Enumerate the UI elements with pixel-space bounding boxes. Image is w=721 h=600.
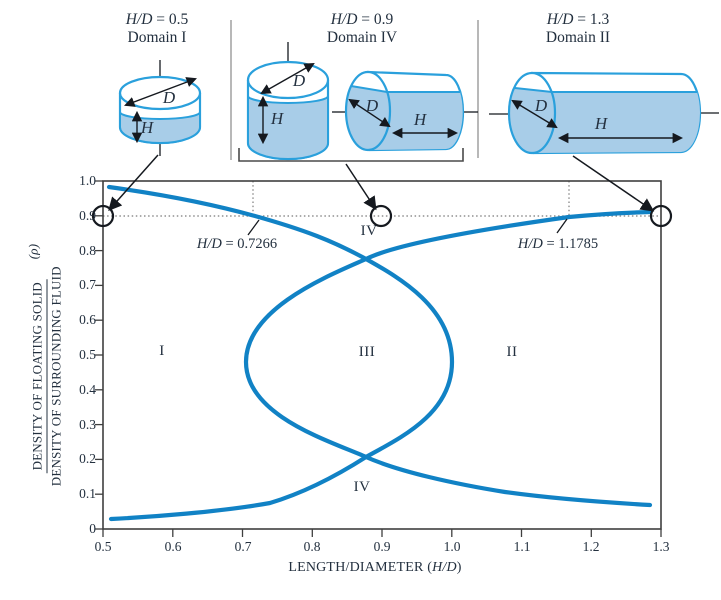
height-label: H	[413, 110, 427, 129]
annotation-var: H/D	[517, 236, 543, 252]
stability-curve-2	[243, 209, 653, 508]
x-tick-label: 0.7	[234, 539, 252, 554]
y-tick-label: 0.6	[79, 312, 96, 327]
y-axis-ticks	[95, 180, 103, 530]
region-label-IV-top: IV	[360, 223, 378, 239]
y-axis-numerator: DENSITY OF FLOATING SOLID	[29, 279, 48, 474]
panel-header-domain-2: H/D = 1.3 Domain II	[498, 11, 658, 46]
diameter-label: D	[292, 71, 306, 90]
marker-circle-hd09	[369, 204, 393, 228]
y-tick-label: 0.5	[79, 347, 96, 362]
y-tick-label: 0.8	[79, 243, 96, 258]
panel-header-domain-1: H/D = 0.5 Domain I	[77, 11, 237, 46]
domain-label: Domain I	[127, 28, 187, 46]
height-label: H	[270, 109, 284, 128]
x-axis-title: LENGTH/DIAMETER (H/D)	[245, 560, 505, 576]
annotation-value: = 0.7266	[225, 236, 278, 252]
region-label-I: I	[159, 343, 165, 359]
region-label-II: II	[506, 344, 518, 360]
y-tick-label: 0	[89, 521, 96, 536]
pointer-arrow-right	[572, 155, 655, 212]
y-axis-title: DENSITY OF FLOATING SOLID DENSITY OF SUR…	[26, 244, 65, 487]
pointer-arrow-left	[108, 154, 159, 212]
diameter-arrow	[260, 62, 315, 95]
x-tick-label: 0.9	[373, 539, 391, 554]
cylinder-horizontal-long	[489, 71, 719, 155]
region-label-III: III	[358, 344, 376, 360]
hd-ratio-var: H/D	[546, 11, 574, 28]
annotation-hd-0.7266: H/D = 0.7266	[177, 236, 297, 253]
x-tick-label: 1.1	[513, 539, 531, 554]
stability-curve-1	[106, 184, 455, 522]
y-tick-label: 0.7	[79, 277, 96, 292]
x-tick-label: 0.5	[94, 539, 112, 554]
rho-symbol: (ρ)	[25, 243, 41, 260]
diameter-arrow	[124, 77, 197, 107]
x-axis-title-var: H/D	[432, 560, 457, 575]
cylinder-horizontal-short	[332, 70, 478, 152]
marker-circle-hd05	[91, 204, 115, 228]
y-tick-label: 0.3	[79, 417, 96, 432]
diameter-label: D	[534, 96, 548, 115]
x-axis-title-text: LENGTH/DIAMETER (	[288, 560, 433, 575]
diameter-arrow	[511, 99, 558, 129]
diameter-label: D	[162, 88, 176, 107]
hd-ratio-var: H/D	[330, 11, 358, 28]
annotation-pointer-right	[556, 218, 568, 234]
hd-ratio-var: H/D	[125, 11, 153, 28]
annotation-value: = 1.1785	[546, 236, 599, 252]
annotation-var: H/D	[196, 236, 222, 252]
y-tick-label: 0.4	[79, 382, 96, 397]
y-tick-label: 0.1	[79, 486, 96, 501]
x-axis-ticks	[102, 529, 662, 537]
x-tick-label: 0.6	[164, 539, 182, 554]
x-tick-label: 0.8	[303, 539, 321, 554]
height-label: H	[594, 114, 608, 133]
panel-header-domain-4: H/D = 0.9 Domain IV	[282, 11, 442, 46]
annotation-pointer-left	[247, 219, 260, 236]
region-label-IV-bottom: IV	[353, 479, 371, 495]
domain-label: Domain II	[545, 28, 611, 46]
x-tick-label: 1.0	[443, 539, 461, 554]
cylinder-vertical-short	[118, 60, 202, 156]
y-tick-label: 1.0	[79, 173, 96, 188]
annotation-hd-1.1785: H/D = 1.1785	[498, 236, 618, 253]
domain-label: Domain IV	[326, 28, 398, 46]
diameter-arrow	[348, 98, 391, 128]
bracket-icon	[238, 148, 464, 162]
pointer-arrow-middle	[345, 163, 377, 211]
x-tick-label: 1.3	[652, 539, 670, 554]
marker-circle-hd13	[649, 204, 673, 228]
diameter-label: D	[365, 96, 379, 115]
x-tick-label: 1.2	[582, 539, 600, 554]
cylinder-vertical-tall	[246, 42, 330, 161]
x-axis-title-close: )	[456, 560, 462, 575]
hd-ratio-value: = 0.9	[361, 11, 394, 28]
hd-ratio-value: = 1.3	[577, 11, 610, 28]
height-label: H	[140, 118, 154, 137]
y-tick-label: 0.9	[79, 208, 96, 223]
y-axis-fraction: DENSITY OF FLOATING SOLID DENSITY OF SUR…	[29, 266, 65, 487]
y-axis-denominator: DENSITY OF SURROUNDING FLUID	[48, 266, 64, 487]
y-tick-label: 0.2	[79, 451, 96, 466]
hd-ratio-value: = 0.5	[156, 11, 189, 28]
